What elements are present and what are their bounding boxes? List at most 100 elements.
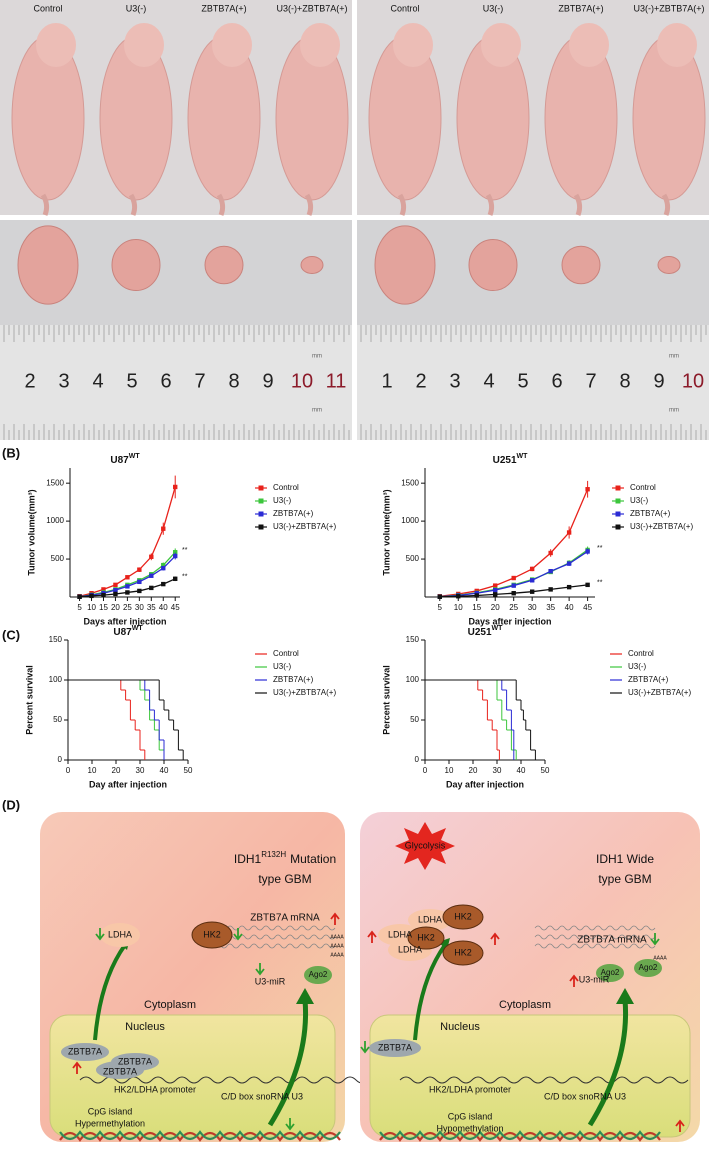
legend-label: U3(-)+ZBTB7A(+)	[273, 688, 336, 697]
ruler-number: 6	[551, 370, 562, 392]
mouse-head	[124, 23, 164, 67]
ago2-protein	[304, 966, 332, 984]
legend-label: U3(-)	[630, 496, 649, 505]
x-tick-label: 0	[423, 766, 428, 775]
legend-label: U3(-)	[273, 496, 292, 505]
diagram-label: Ago2	[309, 970, 328, 979]
series-line	[439, 550, 588, 598]
data-point	[511, 575, 516, 581]
legend-label: U3(-)+ZBTB7A(+)	[630, 522, 693, 531]
mouse-head	[481, 23, 521, 67]
diagram-title-part: IDH1 Wide	[596, 852, 654, 866]
chart-title: U87WT	[113, 625, 143, 638]
diagram-label: ZBTB7A	[103, 1066, 137, 1076]
diagram-label: ZBTB7A	[118, 1056, 152, 1066]
diagram-label: ZBTB7A	[378, 1042, 412, 1052]
diagram-label: Cytoplasm	[144, 999, 196, 1011]
ruler-number: 11	[326, 370, 347, 392]
promoter-dna	[399, 1076, 689, 1084]
diagram-title: IDH1R132H Mutation	[234, 850, 336, 866]
up-arrow	[367, 930, 377, 943]
legend-marker	[615, 511, 621, 517]
ruler-unit: mm	[669, 354, 679, 360]
ruler-unit: mm	[312, 408, 322, 414]
mouse-tail	[40, 193, 50, 216]
diagram-label: C/D box snoRNA U3	[221, 1091, 303, 1101]
diagram-label: HK2	[454, 947, 472, 957]
chart-title-superscript: WT	[517, 453, 529, 460]
group-label: U3(-)+ZBTB7A(+)	[633, 3, 704, 13]
ruler-number: 5	[517, 370, 528, 392]
x-tick-label: 30	[528, 603, 537, 612]
data-point	[566, 530, 572, 535]
tumor	[468, 239, 518, 291]
mouse-tail	[397, 193, 407, 216]
promoter-dna	[79, 1076, 369, 1084]
chart-title: U87WT	[110, 453, 140, 466]
tumor	[300, 256, 324, 274]
zbtb7a-protein	[369, 1039, 421, 1057]
diagram-title: type GBM	[258, 872, 311, 886]
data-point	[161, 526, 166, 531]
diagram-title: type GBM	[598, 872, 651, 886]
diagram-label: LDHA	[418, 914, 442, 924]
significance: **	[597, 545, 603, 552]
x-tick-label: 40	[565, 603, 574, 612]
series-line	[79, 486, 176, 597]
ruler-number: 1	[381, 370, 392, 392]
series-line	[79, 551, 176, 598]
diagram-label: HK2	[417, 932, 435, 942]
x-tick-label: 30	[136, 766, 145, 775]
x-axis-label: Day after injection	[446, 779, 524, 789]
mouse-tail	[128, 193, 138, 216]
x-tick-label: 35	[546, 603, 555, 612]
chart-title-main: U251	[493, 455, 517, 466]
x-axis-label: Day after injection	[89, 779, 167, 789]
panel-label: (B)	[2, 445, 20, 460]
ruler-number: 7	[585, 370, 596, 392]
panel-label: (C)	[2, 627, 20, 642]
mrna	[214, 943, 336, 949]
chart-title-superscript: WT	[132, 625, 144, 632]
x-tick-label: 10	[88, 766, 97, 775]
y-tick-label: 0	[415, 755, 420, 764]
ruler-number: 2	[415, 370, 426, 392]
mouse-tail	[485, 193, 495, 216]
ruler-number: 10	[682, 370, 704, 392]
mrna	[534, 925, 656, 931]
ruler-number: 9	[653, 370, 664, 392]
down-arrow	[650, 933, 660, 946]
legend-marker	[258, 511, 264, 517]
x-tick-label: 40	[159, 603, 168, 612]
x-tick-label: 10	[445, 766, 454, 775]
diagram-label: LDHA	[388, 929, 412, 939]
data-point	[161, 581, 166, 587]
x-tick-label: 45	[171, 603, 180, 612]
y-tick-label: 500	[406, 554, 420, 563]
x-tick-label: 5	[77, 603, 82, 612]
data-point	[529, 589, 535, 594]
legend-label: Control	[630, 483, 656, 492]
data-point	[149, 554, 154, 559]
data-point	[173, 576, 178, 581]
x-axis-label: Days after injection	[83, 616, 166, 626]
y-tick-label: 1000	[46, 516, 64, 525]
group-label: Control	[390, 3, 419, 13]
y-tick-label: 1500	[401, 478, 419, 487]
tumor	[111, 239, 161, 291]
legend-marker	[258, 485, 264, 491]
x-tick-label: 20	[112, 766, 121, 775]
dna-strand	[379, 1131, 661, 1142]
legend-label: Control	[273, 649, 299, 658]
legend-label: U3(-)+ZBTB7A(+)	[628, 688, 691, 697]
ruler	[0, 325, 352, 440]
data-point	[173, 484, 178, 490]
diagram-label: AAAA	[330, 943, 344, 949]
green-arrow	[267, 999, 309, 1127]
diagram-title-part: Mutation	[290, 852, 336, 866]
significance: **	[182, 574, 188, 581]
data-point	[529, 578, 535, 583]
x-tick-label: 40	[160, 766, 169, 775]
group-label: Control	[33, 3, 62, 13]
zbtb7a-protein	[96, 1061, 144, 1079]
